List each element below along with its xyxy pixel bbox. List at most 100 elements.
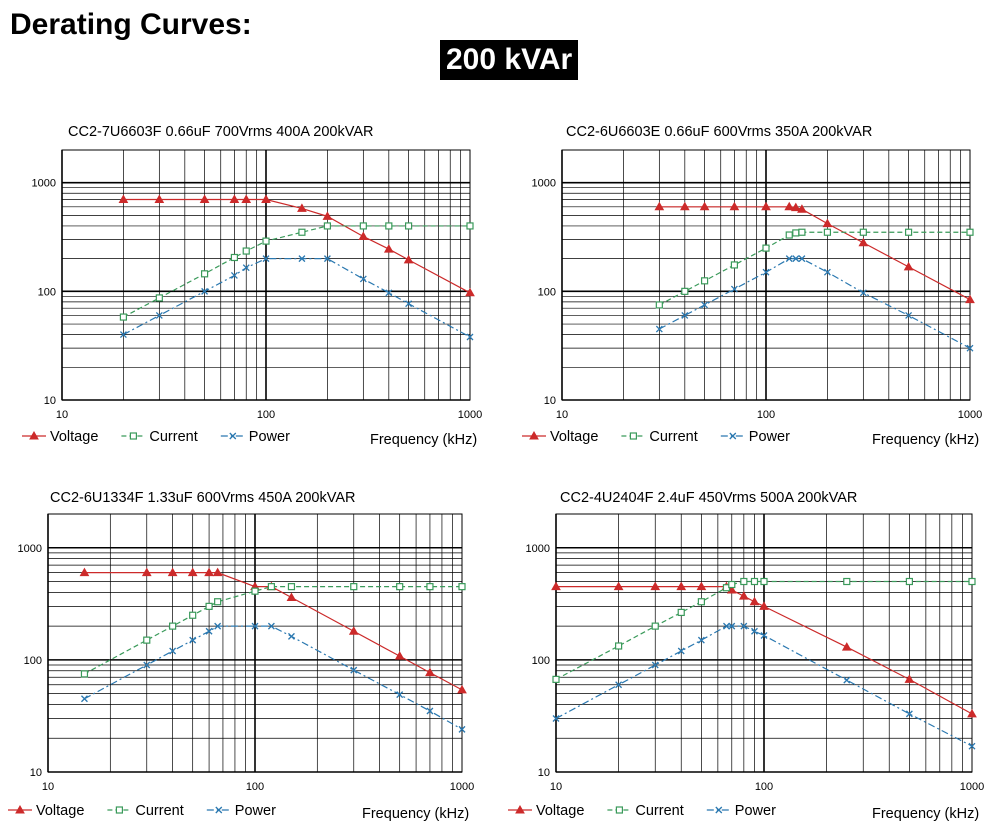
series-line-power (659, 258, 971, 349)
data-point-power (798, 255, 806, 263)
page-title: Derating Curves: (10, 8, 252, 41)
x-axis-label: Frequency (kHz) (362, 806, 469, 822)
x-tick-label: 1000 (958, 409, 982, 421)
data-point-power (201, 287, 209, 295)
data-point-current (823, 228, 832, 236)
legend-label-power: Power (249, 429, 290, 445)
data-point-power (740, 622, 748, 630)
data-point-power (405, 300, 413, 308)
data-point-voltage (679, 201, 690, 211)
y-tick-label: 100 (538, 286, 556, 298)
data-point-current (169, 622, 177, 630)
x-tick-label: 100 (755, 781, 773, 793)
data-point-power (968, 742, 976, 750)
data-point-voltage (167, 567, 178, 577)
data-point-current (251, 587, 259, 595)
y-tick-label: 100 (24, 655, 42, 667)
series-power (80, 622, 466, 733)
data-point-current (651, 622, 659, 630)
data-point-current (189, 611, 197, 619)
legend-label-current: Current (649, 429, 697, 445)
chart-bottom-left: CC2-6U1334F 1.33uF 600Vrms 450A 200kVAR 1… (8, 490, 474, 822)
data-point-voltage (858, 237, 869, 247)
data-point-current (859, 228, 867, 236)
data-point-voltage (759, 601, 769, 610)
data-point-current (968, 577, 976, 586)
data-point-voltage (822, 218, 833, 228)
data-point-current (119, 313, 128, 321)
data-point-current (323, 222, 332, 230)
legend-marker-current (115, 806, 124, 814)
data-point-voltage (465, 287, 475, 297)
data-point-current (792, 229, 800, 237)
series-current (80, 583, 466, 678)
x-tick-label: 1000 (450, 781, 474, 793)
data-point-current (615, 642, 623, 650)
data-point-current (396, 583, 404, 591)
data-point-voltage (204, 567, 214, 577)
series-voltage (118, 194, 475, 297)
data-point-power (730, 285, 738, 293)
x-tick-label: 100 (757, 409, 775, 421)
data-point-current (230, 253, 238, 262)
legend-marker-current (615, 806, 624, 814)
data-point-voltage (729, 201, 740, 211)
data-point-voltage (761, 201, 771, 211)
data-point-power (615, 681, 623, 689)
data-point-current (298, 228, 306, 236)
x-tick-label: 1000 (458, 409, 482, 421)
data-point-power (155, 311, 163, 319)
data-point-power (251, 622, 259, 630)
data-point-voltage (903, 261, 914, 271)
x-tick-label: 10 (56, 409, 68, 421)
data-point-power (751, 627, 758, 635)
data-point-voltage (790, 202, 801, 212)
data-point-voltage (797, 204, 807, 213)
data-point-voltage (79, 567, 90, 577)
x-axis-label: Frequency (kHz) (872, 432, 979, 448)
data-point-voltage (118, 194, 129, 204)
data-point-voltage (654, 201, 665, 211)
legend-label-power: Power (235, 803, 276, 819)
data-point-current (843, 577, 851, 586)
chart-title: CC2-6U1334F 1.33uF 600Vrms 450A 200kVAR (50, 490, 355, 506)
chart-top-right: CC2-6U6603E 0.66uF 600Vrms 350A 200kVAR 1… (522, 124, 982, 448)
data-point-power (323, 255, 331, 263)
plot-frame (555, 513, 973, 773)
data-point-power (267, 622, 275, 630)
data-point-current (681, 287, 689, 295)
data-point-voltage (676, 581, 687, 591)
plot-grid (47, 513, 463, 773)
x-tick-label: 10 (556, 409, 568, 421)
data-point-current (155, 294, 163, 302)
legend-marker-power (215, 806, 223, 814)
data-point-voltage (904, 674, 915, 683)
series-voltage (654, 201, 975, 304)
legend-label-power: Power (749, 429, 790, 445)
data-point-power (905, 710, 913, 718)
data-point-voltage (650, 581, 661, 591)
data-point-voltage (403, 254, 414, 264)
y-tick-label: 10 (44, 395, 56, 407)
data-point-power (80, 695, 88, 703)
data-point-current (205, 602, 213, 610)
data-point-power (728, 622, 736, 630)
y-tick-label: 10 (538, 767, 550, 779)
plot-frame (561, 149, 971, 401)
series-line-current (84, 586, 462, 675)
data-point-current (350, 583, 358, 591)
data-point-current (740, 577, 748, 586)
data-point-voltage (383, 244, 394, 253)
legend-marker-current (129, 432, 137, 440)
data-point-power (119, 331, 127, 339)
y-tick-label: 1000 (18, 543, 42, 555)
data-point-voltage (141, 567, 152, 577)
data-point-power (205, 627, 213, 635)
data-point-current (728, 580, 736, 589)
data-point-power (905, 311, 913, 319)
x-axis-label: Frequency (kHz) (370, 432, 477, 448)
data-point-power (785, 255, 793, 263)
legend-marker-voltage (515, 804, 525, 814)
plot-grid (61, 149, 471, 401)
legend: Voltage Current Power (522, 429, 790, 445)
